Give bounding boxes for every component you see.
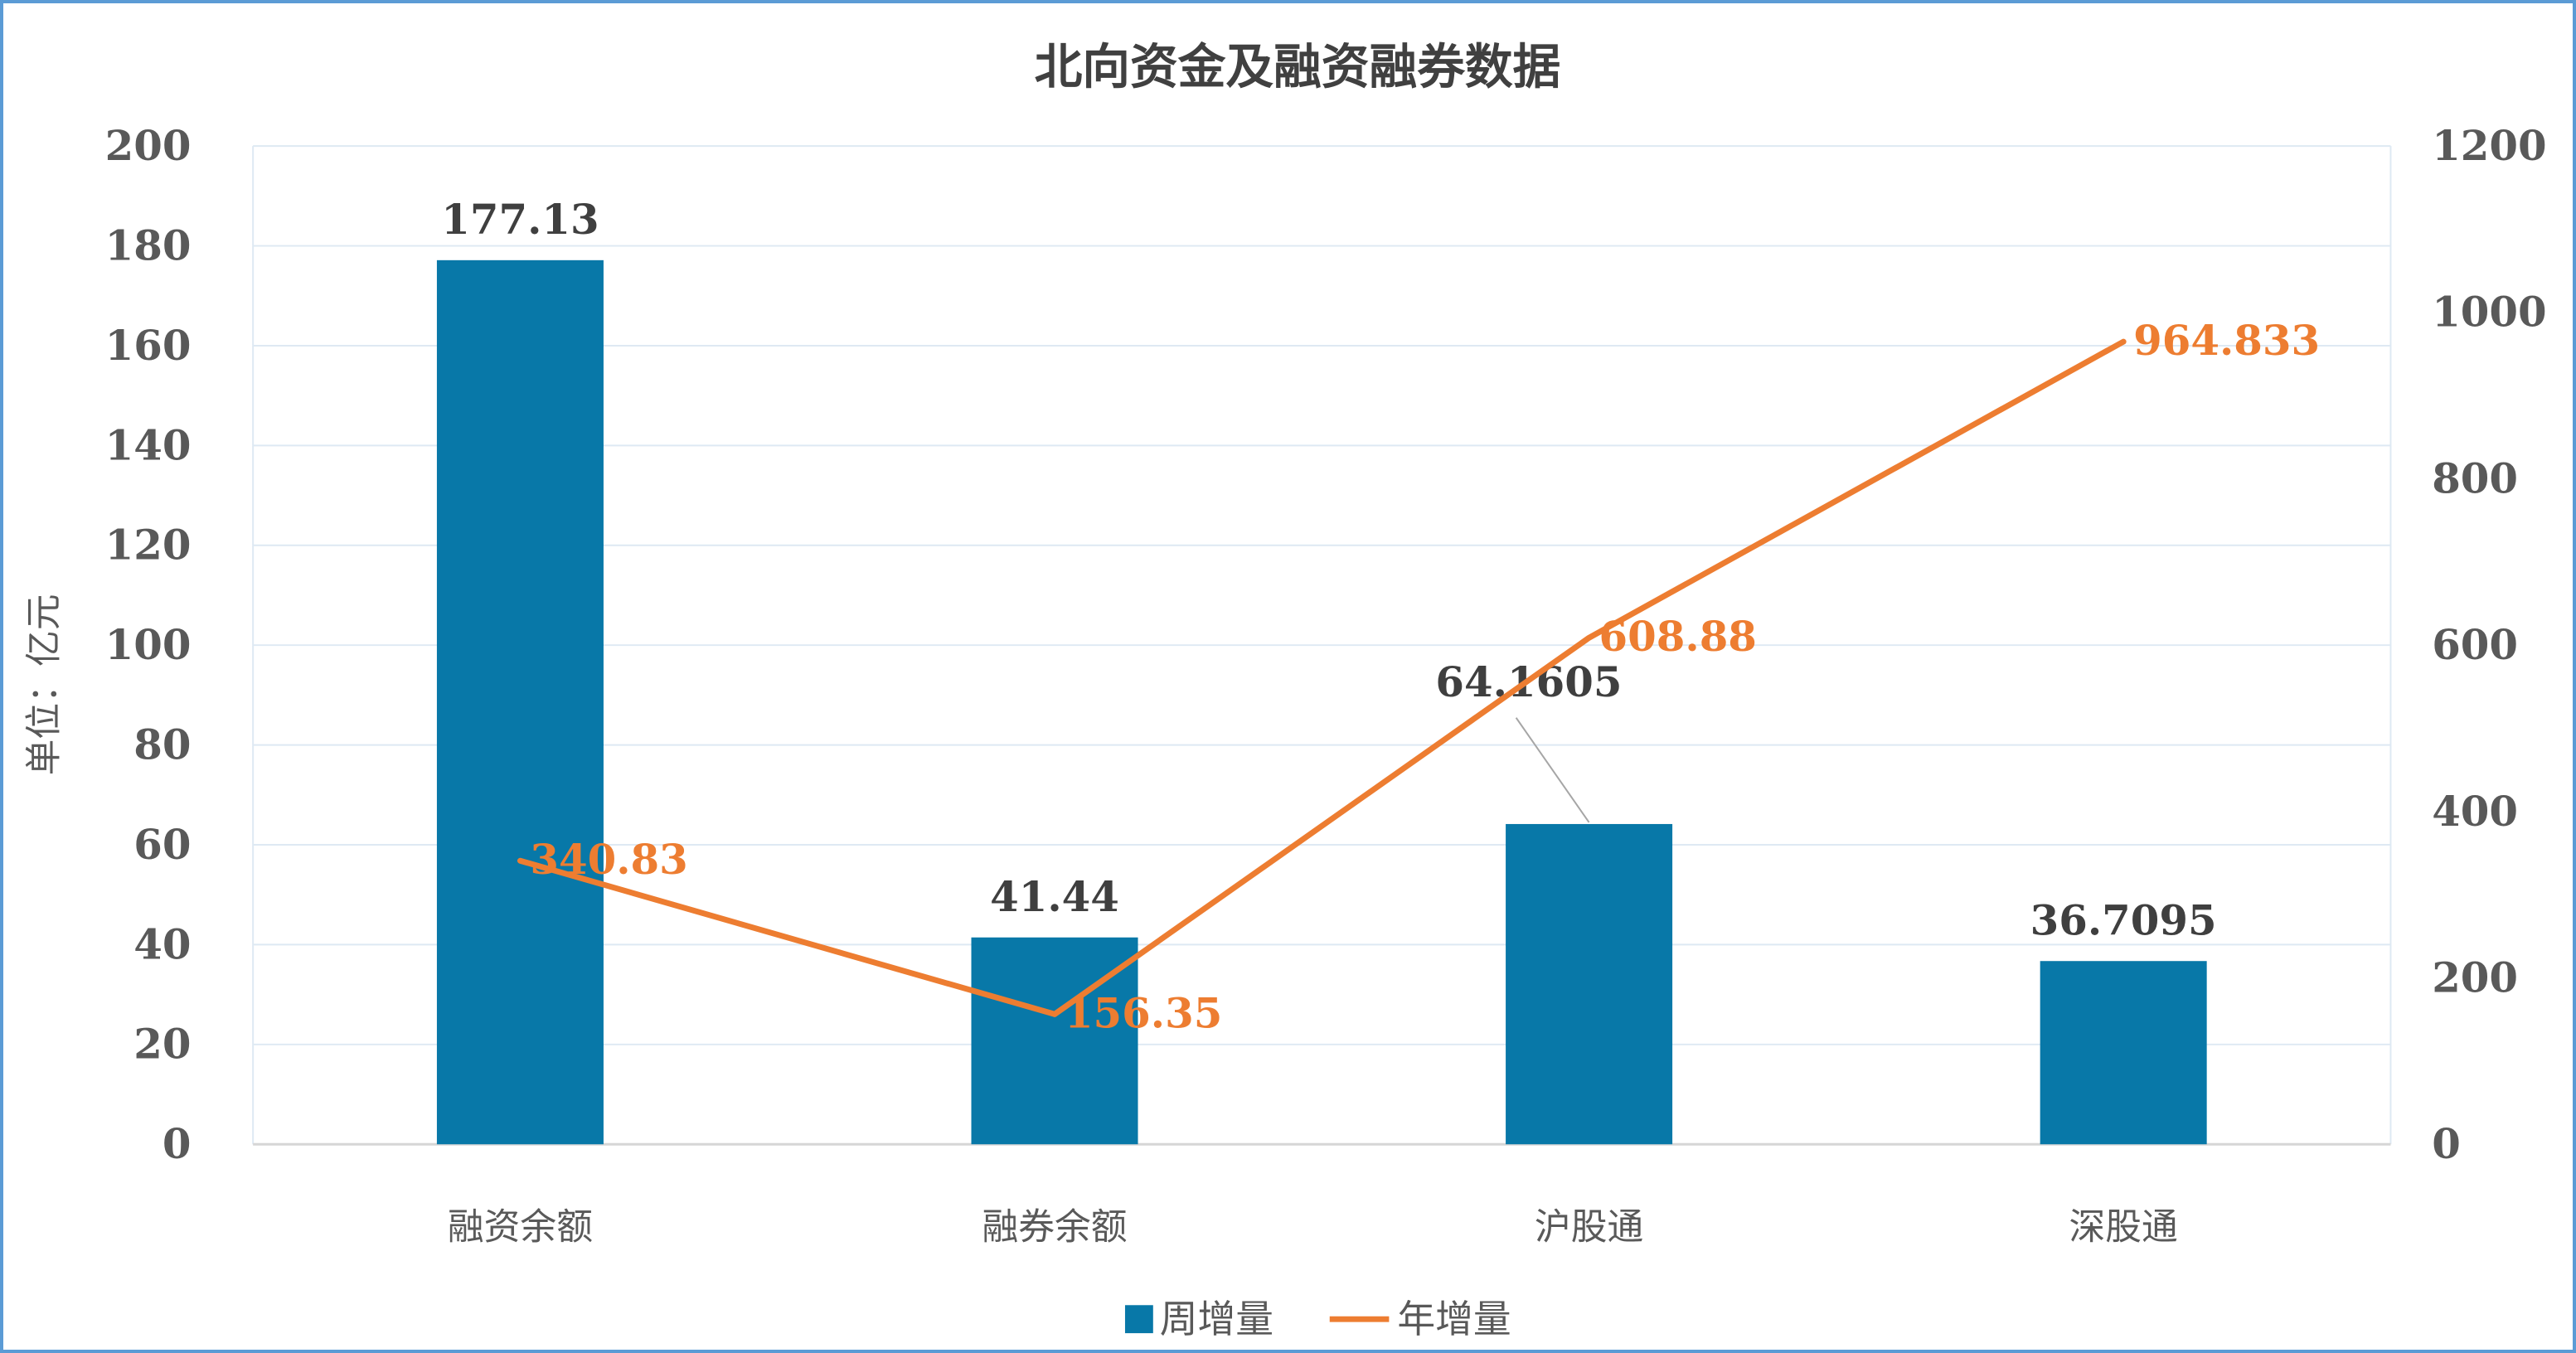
legend: 周增量 年增量 <box>1124 1297 1511 1341</box>
right-axis-tick: 0 <box>2432 1119 2461 1168</box>
left-axis-tick: 60 <box>133 820 191 869</box>
right-axis-tick: 600 <box>2432 620 2518 669</box>
left-axis-tick: 120 <box>105 521 192 570</box>
category-axis-labels: 融资余额 融券余额 沪股通 深股通 <box>448 1206 2178 1249</box>
left-axis-tick: 100 <box>105 620 192 669</box>
legend-line-label: 年增量 <box>1397 1297 1511 1341</box>
line-data-label: 608.88 <box>1599 612 1757 661</box>
left-axis-tick: 40 <box>133 919 191 968</box>
bar-series <box>436 259 2207 1145</box>
left-axis-ticks: 0 20 40 60 80 100 120 140 160 180 200 <box>105 121 192 1168</box>
line-data-labels: 340.83 156.35 608.88 964.833 <box>530 316 2320 1037</box>
legend-bar-swatch <box>1124 1305 1153 1334</box>
category-label: 深股通 <box>2069 1206 2178 1249</box>
right-axis-tick: 1000 <box>2432 288 2546 337</box>
bar-data-label: 41.44 <box>990 872 1119 921</box>
plot-border <box>252 146 2392 1146</box>
left-axis-tick: 160 <box>105 321 192 370</box>
left-axis-tick: 0 <box>163 1119 192 1168</box>
line-path <box>517 338 2127 1017</box>
combo-chart: 北向资金及融资融券数据 单位：亿元 0 20 40 60 80 100 120 140 160 1… <box>22 39 2546 1342</box>
leader-line <box>1515 717 1590 823</box>
bar <box>1506 823 1673 1145</box>
bar <box>2040 961 2207 1145</box>
bar <box>436 259 604 1145</box>
right-axis-tick: 200 <box>2432 953 2518 1001</box>
left-axis-tick: 200 <box>105 121 192 170</box>
left-axis-tick: 180 <box>105 221 192 269</box>
category-label: 沪股通 <box>1535 1206 1643 1249</box>
line-series <box>517 338 2127 1017</box>
right-axis-tick: 1200 <box>2432 121 2546 170</box>
legend-bar-label: 周增量 <box>1160 1297 1273 1341</box>
left-axis-tick: 20 <box>133 1020 191 1069</box>
right-axis-ticks: 0 200 400 600 800 1000 1200 <box>2432 121 2546 1168</box>
line-data-label: 964.833 <box>2133 316 2320 365</box>
right-axis-tick: 800 <box>2432 453 2518 502</box>
bar <box>971 937 1138 1145</box>
bar-data-label: 177.13 <box>441 195 599 244</box>
bar-data-label: 36.7095 <box>2030 895 2217 944</box>
category-label: 融资余额 <box>448 1206 593 1249</box>
line-data-label: 156.35 <box>1065 988 1222 1037</box>
right-axis-tick: 400 <box>2432 787 2518 836</box>
left-axis-title: 单位：亿元 <box>22 594 65 776</box>
label-leader-line <box>1515 717 1590 823</box>
chart-title: 北向资金及融资融券数据 <box>1035 39 1561 95</box>
line-data-label: 340.83 <box>530 835 687 884</box>
category-label: 融券余额 <box>982 1206 1127 1249</box>
left-axis-tick: 80 <box>133 720 191 769</box>
left-axis-tick: 140 <box>105 420 192 469</box>
gridlines <box>253 145 2391 1045</box>
